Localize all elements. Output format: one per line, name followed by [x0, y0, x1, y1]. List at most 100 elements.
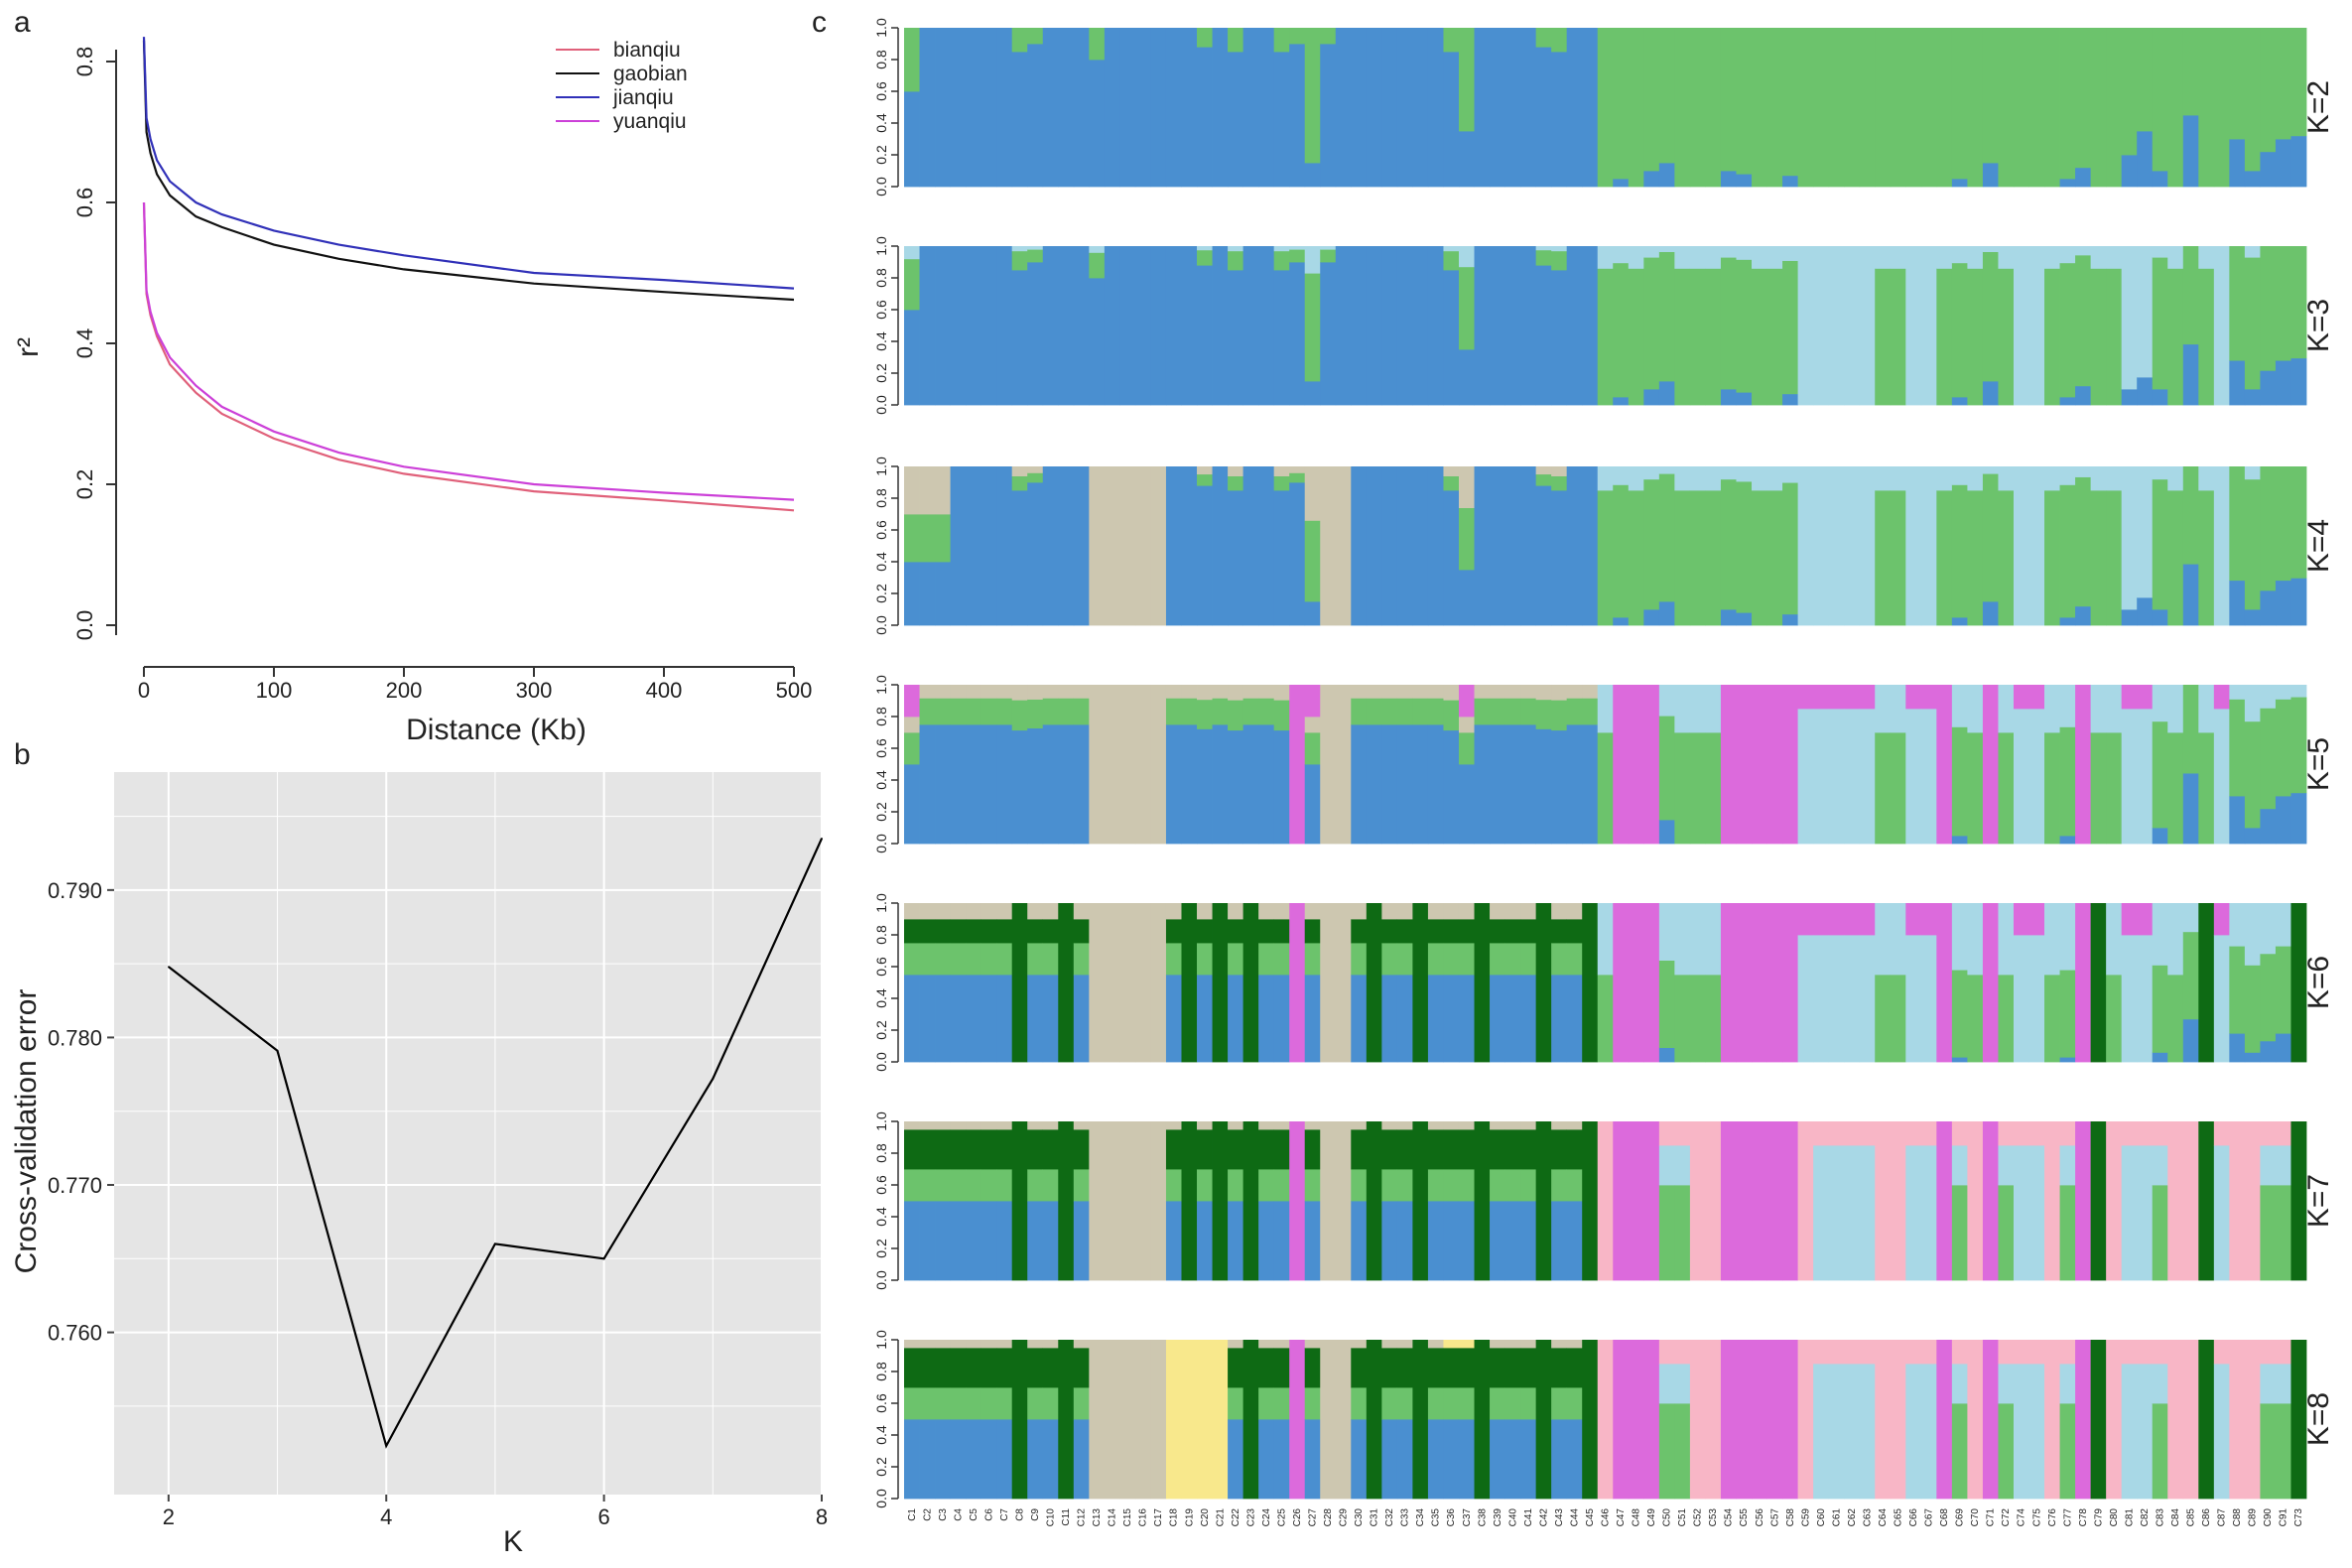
bar-seg-green	[1705, 28, 1722, 188]
bar-seg-tan	[1351, 903, 1368, 920]
bar-seg-lightblue	[2028, 1364, 2045, 1500]
bar-seg-blue	[2260, 151, 2277, 188]
bar-seg-lightblue	[2106, 685, 2123, 733]
bar-seg-lightblue	[2137, 935, 2154, 1063]
bar-seg-green	[1504, 1169, 1521, 1202]
bar-seg-lightblue	[1797, 246, 1814, 406]
bar-seg-blue	[1335, 28, 1352, 188]
bar-seg-lightblue	[1782, 246, 1798, 261]
bar-seg-blue	[1504, 1419, 1521, 1500]
legend-label-jianqiu: jianqiu	[612, 86, 674, 109]
sample-label: C42	[1538, 1508, 1549, 1527]
bar-seg-lightblue	[1859, 709, 1876, 845]
bar-seg-blue	[1412, 724, 1429, 845]
bar-seg-green	[1351, 1169, 1368, 1202]
sample-label: C49	[1646, 1508, 1657, 1527]
bar-seg-lightblue	[1597, 246, 1614, 269]
bar-seg-pink	[2106, 1340, 2123, 1500]
bar-seg-lightblue	[2213, 1145, 2230, 1281]
bar-seg-blue	[2244, 1052, 2261, 1063]
bar-seg-lightblue	[2260, 1364, 2277, 1404]
bar-seg-tan	[1520, 1340, 1537, 1349]
bar-seg-blue	[1273, 1201, 1290, 1281]
bar-seg-blue	[2244, 171, 2261, 188]
bar-seg-blue	[1458, 764, 1475, 845]
panel-b-letter: b	[14, 738, 31, 771]
c-y-tick-label: 0.4	[873, 331, 889, 351]
bar-seg-pink	[1905, 1121, 1922, 1146]
bar-seg-darkgreen	[1381, 1348, 1398, 1388]
bar-seg-lightblue	[2182, 903, 2199, 933]
bar-seg-blue	[1551, 1419, 1568, 1500]
bar-seg-green	[1766, 490, 1783, 626]
bar-seg-darkgreen	[1490, 1348, 1505, 1388]
bar-seg-green	[1027, 943, 1044, 976]
bar-seg-tan	[1566, 903, 1583, 920]
bar-seg-green	[1412, 698, 1429, 725]
bar-seg-blue	[1412, 28, 1429, 188]
bar-seg-blue	[1520, 724, 1537, 845]
bar-seg-green	[980, 1387, 997, 1420]
bar-seg-green	[1535, 473, 1552, 486]
bar-seg-blue	[1658, 381, 1675, 406]
bar-seg-lightblue	[1967, 466, 1984, 491]
bar-seg-lightblue	[1658, 1364, 1675, 1404]
bar-seg-lightblue	[1689, 246, 1706, 269]
admixture-row-k7: 0.0 0.2 0.4 0.6 0.8 1.0 K=7	[873, 1111, 2335, 1290]
bar-seg-green	[2044, 490, 2060, 626]
bar-seg-tan	[1304, 1121, 1321, 1130]
bar-seg-green	[1566, 1387, 1583, 1420]
bar-seg-green	[904, 1169, 920, 1202]
bar-seg-green	[1828, 28, 1845, 188]
bar-seg-blue	[1551, 1201, 1568, 1281]
bar-seg-blue	[1073, 246, 1090, 406]
bar-seg-green	[1967, 975, 1984, 1063]
bar-seg-tan	[1089, 903, 1106, 1063]
bar-seg-blue	[1212, 28, 1229, 188]
bar-seg-green	[2260, 466, 2277, 591]
admixture-row-k8: 0.0 0.2 0.4 0.6 0.8 1.0 K=8	[873, 1330, 2335, 1508]
bar-seg-blue	[935, 562, 951, 626]
c-y-tick-label: 1.0	[873, 18, 889, 38]
bar-seg-green	[1443, 1387, 1460, 1420]
bar-seg-blue	[1613, 617, 1630, 626]
bar-seg-blue	[2244, 609, 2261, 626]
bar-seg-blue	[1566, 724, 1583, 845]
bar-seg-pink	[1797, 1340, 1814, 1500]
bar-seg-magenta	[1736, 903, 1753, 1063]
bar-seg-blue	[1304, 975, 1321, 1063]
bar-seg-pink	[2244, 1121, 2261, 1281]
sample-label: C54	[1724, 1508, 1735, 1527]
bar-seg-lightblue	[2198, 466, 2215, 491]
bar-seg-blue	[966, 1201, 982, 1281]
bar-seg-lightblue	[1920, 466, 1937, 626]
bar-seg-green	[2275, 946, 2291, 1034]
bar-seg-tan	[950, 685, 967, 699]
bar-seg-blue	[1474, 246, 1491, 406]
bar-seg-green	[1458, 943, 1475, 976]
bar-seg-magenta	[2137, 903, 2154, 936]
bar-seg-blue	[1458, 131, 1475, 188]
bar-seg-blue	[2075, 385, 2092, 406]
bar-seg-green	[1951, 28, 1968, 180]
cv-error-point	[168, 966, 170, 968]
bar-seg-tan	[1427, 903, 1444, 920]
sample-label: C83	[2155, 1508, 2165, 1527]
bar-seg-green	[1951, 726, 1968, 837]
bar-seg-lightblue	[1998, 466, 2015, 491]
bar-seg-green	[1875, 268, 1892, 406]
bar-seg-tan	[1119, 1121, 1136, 1281]
bar-seg-lightblue	[2275, 1145, 2291, 1186]
bar-seg-green	[1658, 251, 1675, 382]
bar-seg-tan	[1381, 903, 1398, 920]
bar-seg-lightblue	[2213, 709, 2230, 845]
bar-seg-blue	[1366, 466, 1382, 626]
bar-seg-green	[2106, 490, 2123, 626]
bar-seg-blue	[2137, 377, 2154, 406]
bar-seg-blue	[2059, 617, 2076, 626]
bar-seg-magenta	[1905, 685, 1922, 710]
bar-seg-magenta	[1752, 903, 1767, 1063]
bar-seg-pink	[1998, 1121, 2015, 1146]
k-label: K=5	[2302, 737, 2335, 791]
bar-seg-lightblue	[2059, 246, 2076, 264]
